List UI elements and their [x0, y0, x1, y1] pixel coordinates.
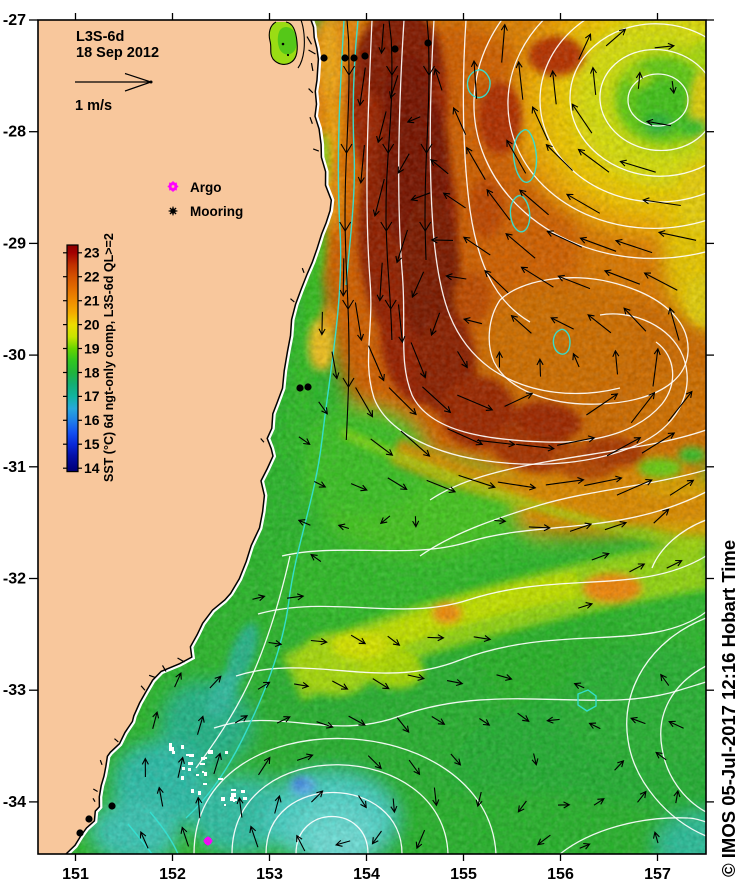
svg-text:16: 16	[84, 412, 100, 428]
svg-text:-33: -33	[3, 682, 26, 699]
svg-text:-30: -30	[3, 347, 26, 364]
svg-text:15: 15	[84, 436, 100, 452]
svg-text:-31: -31	[3, 459, 26, 476]
svg-text:SST (°C) 6d ngt-only comp, L3S: SST (°C) 6d ngt-only comp, L3S-6d QL>=2	[102, 233, 116, 482]
svg-text:19: 19	[84, 340, 100, 356]
svg-text:21: 21	[84, 293, 100, 309]
svg-text:L3S-6d: L3S-6d	[76, 29, 124, 45]
svg-text:14: 14	[84, 460, 100, 476]
svg-text:151: 151	[62, 866, 89, 883]
svg-text:-29: -29	[3, 235, 26, 252]
svg-text:156: 156	[547, 866, 574, 883]
svg-text:18 Sep 2012: 18 Sep 2012	[76, 45, 159, 61]
svg-text:-27: -27	[3, 12, 26, 29]
svg-text:157: 157	[644, 866, 671, 883]
svg-text:20: 20	[84, 316, 100, 332]
svg-text:© IMOS 05-Jul-2017 12:16 Hobar: © IMOS 05-Jul-2017 12:16 Hobart Time	[718, 540, 739, 877]
svg-text:Argo: Argo	[190, 180, 222, 195]
svg-text:22: 22	[84, 269, 100, 285]
svg-text:152: 152	[159, 866, 186, 883]
svg-text:-34: -34	[3, 794, 26, 811]
svg-text:154: 154	[353, 866, 380, 883]
svg-text:155: 155	[450, 866, 477, 883]
svg-text:-28: -28	[3, 124, 26, 141]
svg-text:Mooring: Mooring	[190, 204, 243, 219]
svg-text:1 m/s: 1 m/s	[75, 98, 112, 114]
svg-text:18: 18	[84, 364, 100, 380]
svg-text:153: 153	[256, 866, 283, 883]
svg-text:-32: -32	[3, 571, 26, 588]
svg-text:23: 23	[84, 245, 100, 261]
svg-text:17: 17	[84, 388, 100, 404]
